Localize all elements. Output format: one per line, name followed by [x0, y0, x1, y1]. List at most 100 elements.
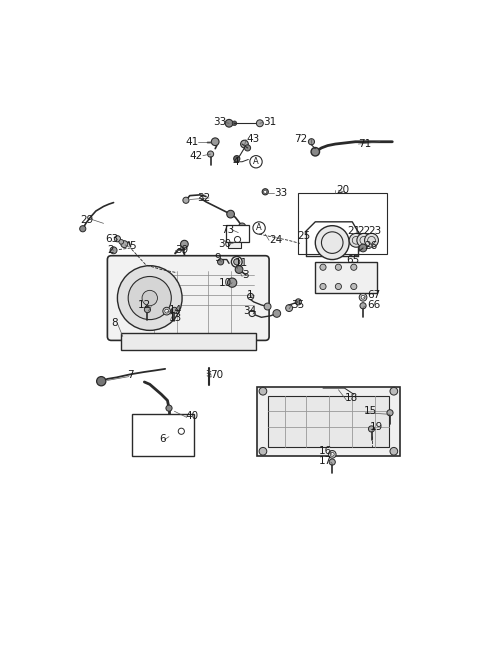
- Text: A: A: [256, 223, 262, 233]
- Circle shape: [264, 303, 271, 310]
- Circle shape: [217, 259, 224, 265]
- Text: 26: 26: [364, 242, 377, 252]
- Circle shape: [286, 305, 293, 312]
- Circle shape: [253, 222, 265, 234]
- Text: 34: 34: [243, 306, 256, 316]
- Circle shape: [128, 276, 171, 320]
- Circle shape: [227, 210, 234, 218]
- Circle shape: [241, 229, 248, 236]
- Circle shape: [211, 138, 219, 145]
- Circle shape: [110, 247, 117, 253]
- Text: 2: 2: [107, 244, 114, 255]
- Text: 39: 39: [175, 244, 189, 255]
- Text: 21: 21: [348, 226, 361, 236]
- Text: 1: 1: [247, 290, 254, 300]
- Circle shape: [365, 233, 378, 247]
- Circle shape: [359, 244, 367, 252]
- Text: 12: 12: [138, 300, 151, 310]
- Bar: [228, 242, 241, 248]
- Circle shape: [311, 147, 320, 156]
- Text: 33: 33: [214, 117, 227, 128]
- Text: 43: 43: [246, 134, 259, 145]
- Text: 8: 8: [111, 318, 118, 328]
- Text: A: A: [253, 157, 259, 166]
- FancyBboxPatch shape: [108, 255, 269, 341]
- Text: 42: 42: [190, 151, 203, 160]
- Circle shape: [142, 290, 157, 306]
- Circle shape: [166, 405, 172, 411]
- Text: 24: 24: [269, 235, 282, 246]
- Text: 70: 70: [210, 370, 223, 380]
- Text: 16: 16: [319, 446, 332, 457]
- Text: 23: 23: [369, 226, 382, 236]
- Circle shape: [351, 284, 357, 290]
- Text: 33: 33: [275, 187, 288, 198]
- Circle shape: [207, 151, 214, 157]
- Circle shape: [114, 236, 120, 242]
- Text: 32: 32: [197, 193, 211, 203]
- Circle shape: [360, 303, 366, 309]
- Bar: [257, 386, 400, 456]
- Circle shape: [264, 190, 267, 193]
- Circle shape: [234, 259, 240, 265]
- Circle shape: [262, 189, 268, 195]
- Text: 18: 18: [345, 393, 358, 403]
- Text: 22: 22: [358, 226, 371, 236]
- Bar: [226, 225, 249, 242]
- Text: 15: 15: [364, 406, 377, 416]
- Circle shape: [256, 120, 264, 126]
- Circle shape: [369, 426, 374, 432]
- Circle shape: [240, 140, 248, 148]
- Circle shape: [351, 264, 357, 271]
- Text: 13: 13: [169, 313, 182, 323]
- Bar: [132, 413, 193, 456]
- Circle shape: [225, 119, 233, 127]
- Circle shape: [250, 156, 262, 168]
- Text: 4: 4: [232, 157, 239, 167]
- Text: 31: 31: [263, 117, 276, 128]
- Circle shape: [171, 307, 178, 314]
- Text: 41: 41: [186, 137, 199, 147]
- Circle shape: [359, 293, 367, 301]
- Circle shape: [349, 233, 363, 247]
- Circle shape: [183, 197, 189, 203]
- Bar: [267, 396, 389, 447]
- Circle shape: [244, 145, 251, 151]
- Circle shape: [295, 299, 301, 305]
- Circle shape: [121, 240, 128, 248]
- Circle shape: [390, 387, 398, 395]
- Circle shape: [180, 240, 188, 248]
- Circle shape: [259, 447, 267, 455]
- Circle shape: [330, 453, 334, 457]
- Text: 35: 35: [291, 300, 304, 310]
- Circle shape: [118, 266, 182, 330]
- Text: 72: 72: [294, 134, 308, 143]
- Circle shape: [165, 309, 168, 313]
- Circle shape: [163, 307, 170, 315]
- Text: 19: 19: [370, 422, 383, 432]
- Circle shape: [336, 264, 341, 271]
- Circle shape: [96, 377, 106, 386]
- Text: 17: 17: [319, 455, 332, 466]
- Text: 40: 40: [185, 411, 198, 421]
- Text: 66: 66: [367, 300, 380, 310]
- Text: 5: 5: [129, 242, 135, 252]
- Circle shape: [357, 233, 371, 247]
- Circle shape: [228, 278, 237, 288]
- Text: 30: 30: [218, 239, 231, 249]
- Circle shape: [336, 284, 341, 290]
- Circle shape: [232, 121, 237, 126]
- Text: 11: 11: [235, 259, 249, 269]
- Circle shape: [259, 387, 267, 395]
- Text: 6: 6: [159, 434, 166, 444]
- Circle shape: [320, 284, 326, 290]
- Circle shape: [144, 307, 151, 312]
- Circle shape: [308, 139, 314, 145]
- Bar: [315, 262, 377, 293]
- Circle shape: [235, 266, 243, 273]
- Circle shape: [320, 264, 326, 271]
- Text: 3: 3: [242, 270, 249, 280]
- Circle shape: [390, 447, 398, 455]
- Circle shape: [315, 226, 349, 259]
- Text: 73: 73: [221, 225, 234, 234]
